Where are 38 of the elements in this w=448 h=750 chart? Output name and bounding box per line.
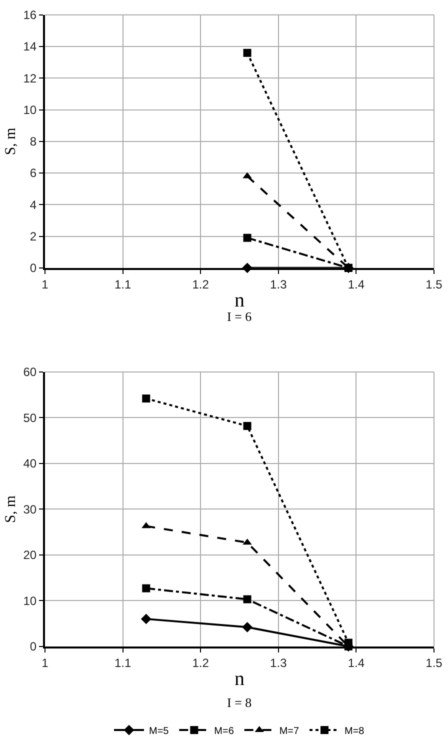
y-tick-label: 12 xyxy=(23,71,37,86)
x-tick-label: 1.4 xyxy=(348,656,365,670)
x-tick-label: 1 xyxy=(42,656,49,670)
y-tick-label: 2 xyxy=(30,229,37,244)
x-tick-label: 1.4 xyxy=(348,277,365,292)
x-tick-label: 1.2 xyxy=(192,656,210,670)
legend-label: M=6 xyxy=(214,726,234,737)
y-tick-label: 10 xyxy=(23,102,37,117)
x-axis-title: n xyxy=(234,289,244,312)
y-tick-label: 6 xyxy=(30,166,37,180)
y-tick-label: 0 xyxy=(30,261,37,276)
x-tick-label: 1.3 xyxy=(270,656,288,670)
x-tick-label: 1.2 xyxy=(192,277,210,292)
y-axis-title: S, m xyxy=(2,495,19,523)
x-tick-label: 1.1 xyxy=(114,277,132,292)
y-tick-label: 30 xyxy=(23,502,37,516)
y-tick-label: 50 xyxy=(23,410,37,425)
y-tick-label: 14 xyxy=(23,40,37,54)
x-axis-title: n xyxy=(234,668,244,690)
y-axis-title: S, m xyxy=(2,127,19,156)
y-tick-label: 40 xyxy=(23,456,37,471)
y-tick-label: 0 xyxy=(30,640,37,654)
legend-label: M=7 xyxy=(279,726,300,737)
y-tick-label: 20 xyxy=(23,548,37,562)
x-tick-label: 1.3 xyxy=(270,277,288,292)
x-tick-label: 1.1 xyxy=(114,656,132,670)
y-tick-label: 8 xyxy=(30,134,37,149)
y-tick-label: 4 xyxy=(30,198,37,212)
x-tick-label: 1 xyxy=(42,277,49,292)
y-tick-label: 10 xyxy=(23,594,37,608)
legend-label: M=5 xyxy=(149,726,170,737)
y-tick-label: 16 xyxy=(23,8,37,22)
legend-label: M=8 xyxy=(344,726,365,737)
x-tick-label: 1.5 xyxy=(426,277,443,292)
text: I = 8 xyxy=(227,695,252,710)
text: I = 6 xyxy=(227,309,252,324)
x-tick-label: 1.5 xyxy=(426,656,443,670)
y-tick-label: 60 xyxy=(23,365,37,380)
